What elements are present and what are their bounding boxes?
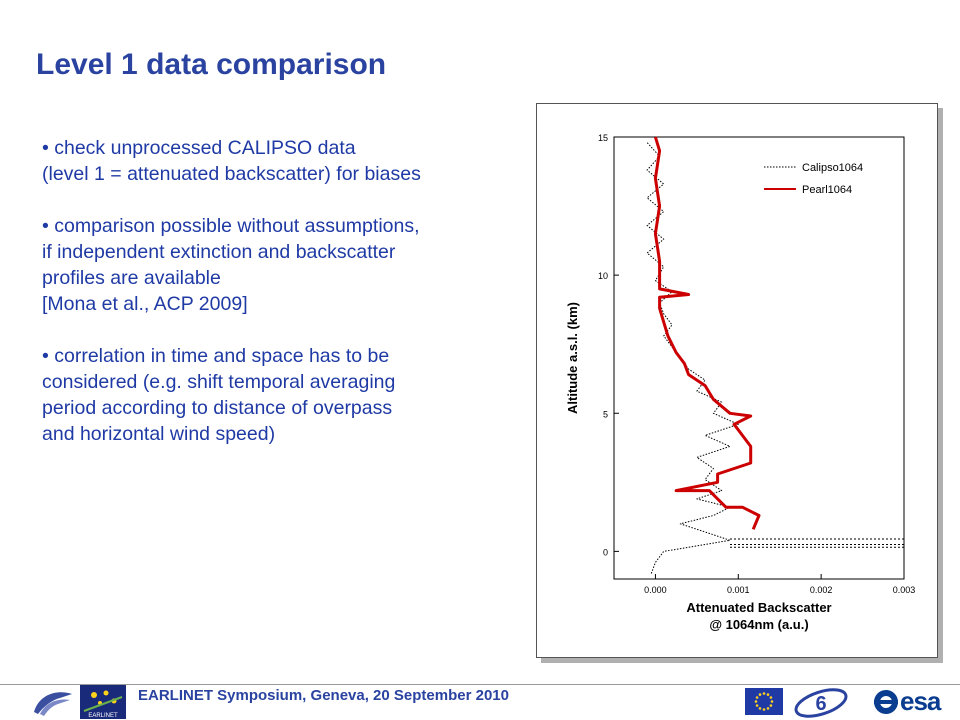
earlinet-logo: EARLINET (80, 685, 126, 719)
slide-title: Level 1 data comparison (36, 48, 387, 81)
y-tick-label: 15 (598, 133, 608, 143)
bullet-line: if independent extinction and backscatte… (42, 241, 396, 263)
x-axis-label-units: @ 1064nm (a.u.) (709, 617, 808, 632)
eu-star (766, 707, 770, 710)
bullet-line: [Mona et al., ACP 2009] (42, 293, 248, 315)
eu-star (769, 696, 773, 699)
bullet-line: profiles are available (42, 267, 221, 289)
eu-flag-logo (745, 688, 783, 715)
footer-divider (0, 684, 960, 685)
bullet-list: • check unprocessed CALIPSO data (level … (42, 135, 522, 473)
x-axis-label: Attenuated Backscatter (686, 600, 831, 615)
eu-star (762, 692, 766, 695)
series-line-pearl1064 (653, 136, 761, 530)
plot-area-border (613, 136, 905, 580)
eu-star (755, 704, 759, 707)
esa-logo-label: esa (900, 686, 941, 716)
bullet-line: (level 1 = attenuated backscatter) for b… (42, 163, 421, 185)
footer-text: EARLINET Symposium, Geneva, 20 September… (138, 687, 509, 704)
eu-star (762, 708, 766, 711)
earlinet-logo-label: EARLINET (88, 713, 118, 719)
y-tick-label: 10 (598, 271, 608, 281)
ift-logo (34, 692, 72, 716)
y-tick-label: 5 (603, 409, 608, 419)
bullet-line: • correlation in time and space has to b… (42, 345, 390, 367)
eu-star (769, 704, 773, 707)
chart-frame: 0 5 10 15 0.000 0.001 0.002 0.003 Attenuated Bac… (536, 103, 938, 658)
fp6-logo: 6 (794, 688, 848, 718)
legend-label-pearl1064: Pearl1064 (802, 184, 852, 196)
legend-label-calipso1064: Calipso1064 (802, 162, 863, 174)
x-tick-label: 0.000 (644, 585, 667, 595)
bullet-line: • check unprocessed CALIPSO data (42, 137, 356, 159)
x-tick-label: 0.002 (810, 585, 833, 595)
eu-star (758, 707, 762, 710)
y-tick-label: 0 (603, 547, 608, 557)
bullet-item-3: • correlation in time and space has to b… (42, 343, 522, 447)
bullet-item-2: • comparison possible without assumption… (42, 213, 522, 317)
eu-star (755, 696, 759, 699)
eu-star (758, 693, 762, 696)
x-tick-label: 0.001 (727, 585, 750, 595)
series-line-calipso1064 (646, 142, 739, 574)
backscatter-profile-chart: 0 5 10 15 0.000 0.001 0.002 0.003 Attenuated Bac… (565, 133, 916, 632)
esa-logo (874, 690, 898, 714)
x-tick-label: 0.003 (893, 585, 916, 595)
bullet-item-1: • check unprocessed CALIPSO data (level … (42, 135, 522, 187)
eu-star (770, 700, 774, 703)
bullet-line: considered (e.g. shift temporal averagin… (42, 371, 396, 393)
svg-text:6: 6 (815, 693, 826, 715)
eu-star (754, 700, 758, 703)
bullet-line: period according to distance of overpass (42, 397, 393, 419)
eu-star (766, 693, 770, 696)
bullet-line: and horizontal wind speed) (42, 423, 276, 445)
bullet-line: • comparison possible without assumption… (42, 215, 420, 237)
y-axis-label: Altitude a.s.l. (km) (565, 302, 580, 414)
